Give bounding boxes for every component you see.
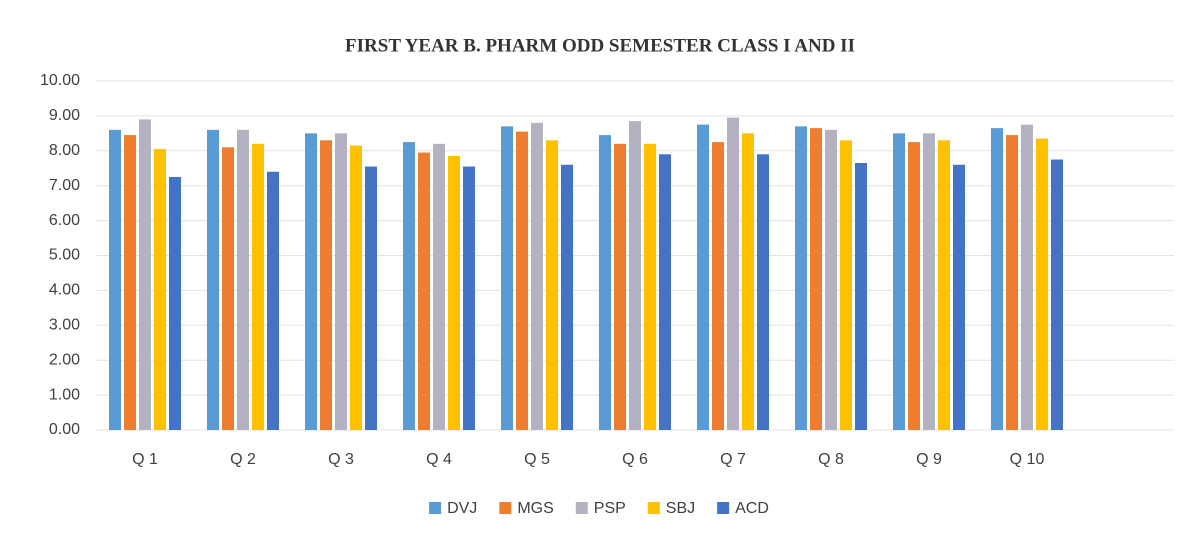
- y-tick-label: 4.00: [49, 282, 80, 299]
- bar: [614, 143, 626, 430]
- bar: [1051, 159, 1063, 430]
- x-tick-label: Q 4: [426, 451, 452, 468]
- bar: [953, 164, 965, 430]
- bar: [252, 143, 264, 430]
- x-tick-label: Q 5: [524, 451, 550, 468]
- bar: [501, 126, 513, 431]
- bar: [207, 129, 219, 431]
- bar: [305, 133, 317, 430]
- bar: [139, 119, 151, 430]
- bar: [742, 133, 754, 430]
- y-tick-label: 9.00: [49, 107, 80, 124]
- chart-title: FIRST YEAR B. PHARM ODD SEMESTER CLASS I…: [345, 35, 855, 56]
- bar: [599, 135, 611, 430]
- bar: [1006, 135, 1018, 430]
- bar: [908, 142, 920, 430]
- legend-label: MGS: [517, 500, 553, 517]
- x-tick-label: Q 1: [132, 451, 158, 468]
- bar: [320, 140, 332, 430]
- y-tick-label: 8.00: [49, 142, 80, 159]
- bar: [825, 129, 837, 431]
- x-tick-label: Q 2: [230, 451, 256, 468]
- bar: [923, 133, 935, 430]
- legend-swatch: [647, 502, 660, 514]
- bar: [840, 140, 852, 430]
- y-tick-label: 6.00: [49, 212, 80, 229]
- y-tick-label: 10.00: [40, 72, 80, 89]
- y-tick-label: 0.00: [49, 421, 80, 438]
- bar: [237, 129, 249, 431]
- bar: [991, 128, 1003, 431]
- bar: [893, 133, 905, 430]
- bar: [727, 117, 739, 431]
- bar: [629, 121, 641, 430]
- y-tick-label: 7.00: [49, 177, 80, 194]
- bar: [463, 166, 475, 430]
- bar: [697, 124, 709, 430]
- x-tick-label: Q 7: [720, 451, 746, 468]
- bar: [516, 131, 528, 431]
- bar: [938, 140, 950, 430]
- legend-label: DVJ: [447, 500, 477, 517]
- bar: [109, 129, 121, 431]
- bar: [855, 163, 867, 430]
- y-tick-label: 1.00: [49, 386, 80, 403]
- y-tick-label: 5.00: [49, 247, 80, 264]
- x-tick-label: Q 6: [622, 451, 648, 468]
- bar: [433, 143, 445, 430]
- legend-label: ACD: [735, 500, 769, 517]
- bar: [795, 126, 807, 431]
- bar: [531, 122, 543, 430]
- bar: [365, 166, 377, 430]
- legend-swatch: [499, 502, 512, 514]
- bar: [403, 142, 415, 430]
- bar: [154, 149, 166, 430]
- bar: [222, 147, 234, 430]
- bar: [659, 154, 671, 431]
- bar: [757, 154, 769, 431]
- bar: [418, 152, 430, 431]
- bar: [350, 145, 362, 430]
- legend-swatch: [429, 502, 442, 514]
- bar: [267, 171, 279, 431]
- legend-swatch: [575, 502, 588, 514]
- bar: [1021, 124, 1033, 430]
- bar: [448, 156, 460, 430]
- x-tick-label: Q 9: [916, 451, 942, 468]
- bar: [712, 142, 724, 430]
- x-tick-label: Q 10: [1010, 451, 1045, 468]
- bar: [169, 176, 181, 430]
- x-tick-label: Q 3: [328, 451, 354, 468]
- y-tick-label: 3.00: [49, 317, 80, 334]
- legend-label: SBJ: [666, 500, 695, 517]
- bar: [335, 133, 347, 430]
- legend-swatch: [717, 502, 730, 514]
- legend-label: PSP: [594, 500, 626, 517]
- bar: [810, 128, 822, 431]
- x-tick-label: Q 8: [818, 451, 844, 468]
- bar: [124, 135, 136, 430]
- bar: [561, 164, 573, 430]
- bar: [546, 140, 558, 430]
- bar: [1036, 138, 1048, 430]
- y-tick-label: 2.00: [49, 351, 80, 368]
- bar: [644, 143, 656, 430]
